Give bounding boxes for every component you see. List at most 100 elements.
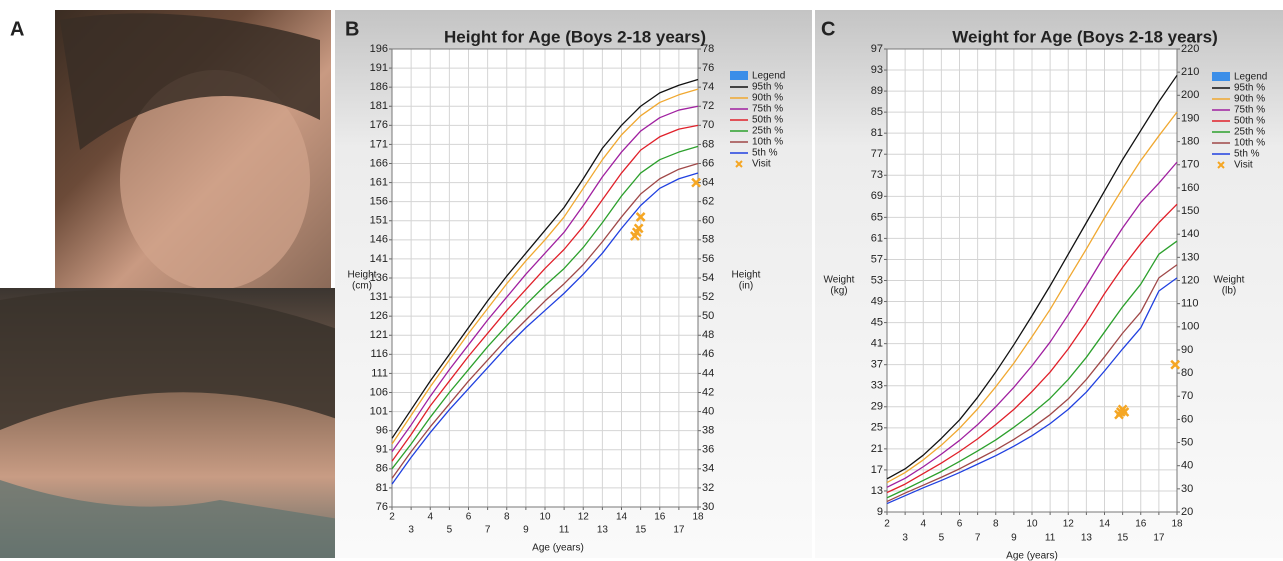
- x-tick-label: 6: [466, 512, 472, 523]
- y2-tick-label: 38: [702, 425, 714, 437]
- legend-label: 25th %: [752, 126, 783, 137]
- y-tick-label: 77: [871, 148, 883, 160]
- y-axis-label: (kg): [830, 286, 847, 297]
- y2-tick-label: 32: [702, 482, 714, 494]
- y2-tick-label: 76: [702, 62, 714, 74]
- percentile-line: [886, 111, 1178, 484]
- y2-tick-label: 54: [702, 272, 714, 284]
- legend-marker: [1217, 161, 1225, 169]
- y-tick-label: 186: [370, 81, 388, 93]
- y-tick-label: 41: [871, 338, 883, 350]
- visit-marker: [691, 177, 701, 188]
- y-tick-label: 9: [877, 506, 883, 518]
- percentile-line: [886, 240, 1178, 499]
- y-tick-label: 126: [370, 310, 388, 322]
- plot-border: [886, 48, 1178, 513]
- x-tick-label: 12: [578, 512, 590, 523]
- legend-swatch: [1212, 72, 1230, 81]
- y-tick-label: 17: [871, 464, 883, 476]
- chart-title: Height for Age (Boys 2-18 years): [444, 27, 706, 46]
- y-tick-label: 21: [871, 443, 883, 455]
- y-tick-label: 69: [871, 190, 883, 202]
- photo-hair: [60, 13, 320, 151]
- x-tick-label: 4: [427, 512, 433, 523]
- percentile-line: [886, 264, 1178, 503]
- y2-tick-label: 62: [702, 196, 714, 208]
- legend-label: 95th %: [752, 82, 783, 93]
- percentile-line: [391, 124, 699, 462]
- x-tick-label: 8: [504, 512, 510, 523]
- x-tick-label: 17: [673, 525, 685, 536]
- y2-tick-label: 56: [702, 253, 714, 265]
- percentile-line: [886, 161, 1178, 488]
- y-tick-label: 49: [871, 295, 883, 307]
- x-tick-label: 2: [389, 512, 395, 523]
- y2-tick-label: 60: [1181, 413, 1193, 425]
- x-tick-label: 9: [523, 525, 529, 536]
- x-tick-label: 18: [1171, 519, 1183, 530]
- y-tick-label: 196: [370, 43, 388, 55]
- photo-face: [120, 70, 310, 290]
- y-tick-label: 89: [871, 85, 883, 97]
- y2-tick-label: 78: [702, 43, 714, 55]
- y-tick-label: 13: [871, 485, 883, 497]
- percentile-line: [886, 74, 1178, 480]
- y2-tick-label: 36: [702, 444, 714, 456]
- y2-tick-label: 150: [1181, 205, 1199, 217]
- x-tick-label: 8: [993, 519, 999, 530]
- y2-tick-label: 210: [1181, 66, 1199, 78]
- percentile-line: [391, 172, 699, 485]
- y-tick-label: 37: [871, 359, 883, 371]
- y-tick-label: 146: [370, 234, 388, 246]
- y-tick-label: 25: [871, 422, 883, 434]
- x-axis-label: Age (years): [1006, 551, 1058, 561]
- x-tick-label: 9: [1011, 533, 1017, 544]
- y2-tick-label: 170: [1181, 159, 1199, 171]
- y2-tick-label: 64: [702, 176, 714, 188]
- y2-tick-label: 48: [702, 329, 714, 341]
- y-tick-label: 121: [370, 329, 388, 341]
- y-tick-label: 73: [871, 169, 883, 181]
- panel-label: A: [10, 18, 24, 40]
- x-tick-label: 5: [447, 525, 453, 536]
- y-tick-label: 45: [871, 316, 883, 328]
- y2-tick-label: 40: [1181, 460, 1193, 472]
- percentile-line: [391, 145, 699, 470]
- visit-marker: [1119, 407, 1130, 417]
- percentile-line: [886, 203, 1178, 494]
- x-tick-label: 4: [920, 519, 926, 530]
- y2-tick-label: 200: [1181, 89, 1199, 101]
- legend-label: 10th %: [752, 137, 783, 148]
- y2-tick-label: 42: [702, 386, 714, 398]
- legend-swatch: [730, 71, 748, 80]
- legend-label: 25th %: [1234, 127, 1265, 138]
- photo-sweater: [0, 480, 345, 558]
- y-tick-label: 131: [370, 291, 388, 303]
- legend-marker: [735, 160, 743, 168]
- y-axis-label: Weight: [824, 275, 855, 286]
- y-tick-label: 101: [370, 405, 388, 417]
- photo-hair: [0, 290, 340, 430]
- x-tick-label: 13: [1081, 533, 1093, 544]
- x-tick-label: 16: [1135, 519, 1147, 530]
- x-tick-label: 12: [1063, 519, 1075, 530]
- x-tick-label: 15: [635, 525, 647, 536]
- x-tick-label: 2: [884, 519, 890, 530]
- x-tick-label: 7: [975, 533, 981, 544]
- y2-axis-label: Weight: [1214, 275, 1245, 286]
- y2-tick-label: 58: [702, 234, 714, 246]
- plot-border: [391, 48, 699, 508]
- y-tick-label: 65: [871, 211, 883, 223]
- y2-tick-label: 110: [1181, 298, 1199, 310]
- x-tick-label: 3: [902, 533, 908, 544]
- y-tick-label: 61: [871, 232, 883, 244]
- legend-label: Visit: [1234, 160, 1253, 171]
- legend-label: 90th %: [1234, 94, 1265, 105]
- y-tick-label: 33: [871, 380, 883, 392]
- y2-tick-label: 66: [702, 157, 714, 169]
- x-tick-label: 7: [485, 525, 491, 536]
- y2-tick-label: 140: [1181, 228, 1199, 240]
- x-tick-label: 18: [692, 512, 704, 523]
